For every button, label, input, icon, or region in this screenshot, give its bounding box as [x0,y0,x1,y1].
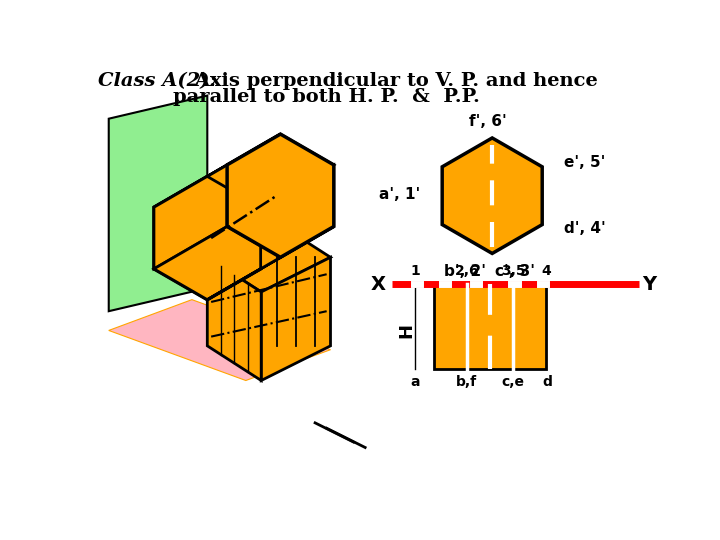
Text: 3,5: 3,5 [500,264,526,278]
Text: parallel to both H. P.  &  P.P.: parallel to both H. P. & P.P. [173,88,480,106]
Text: X: X [371,275,386,294]
Text: H: H [397,323,415,338]
Bar [434,284,546,369]
Text: b', 2': b', 2' [444,264,486,279]
Polygon shape [207,222,330,292]
Text: Axis perpendicular to V. P. and hence: Axis perpendicular to V. P. and hence [188,72,598,91]
Polygon shape [442,138,542,253]
Text: Y: Y [642,275,657,294]
Text: 1: 1 [410,264,420,278]
Text: f', 6': f', 6' [469,114,507,129]
Polygon shape [154,226,281,300]
Polygon shape [207,134,334,207]
Polygon shape [227,134,334,257]
Text: c,e: c,e [502,375,524,389]
Text: e', 5': e', 5' [564,156,606,171]
Text: a: a [410,375,420,389]
Text: Class A(2):: Class A(2): [98,72,217,91]
Text: 2,6: 2,6 [454,264,479,278]
Polygon shape [109,96,207,311]
Text: b,f: b,f [456,375,477,389]
Polygon shape [154,177,261,300]
Polygon shape [207,257,261,381]
Polygon shape [154,165,227,269]
Text: d', 4': d', 4' [564,221,606,236]
Text: a', 1': a', 1' [379,187,420,201]
Text: 4: 4 [541,264,551,278]
Text: d: d [543,375,552,389]
Polygon shape [109,300,330,381]
Polygon shape [154,134,281,207]
Polygon shape [207,226,334,300]
Polygon shape [261,165,334,269]
Text: c', 3': c', 3' [495,264,535,279]
Polygon shape [261,257,330,381]
